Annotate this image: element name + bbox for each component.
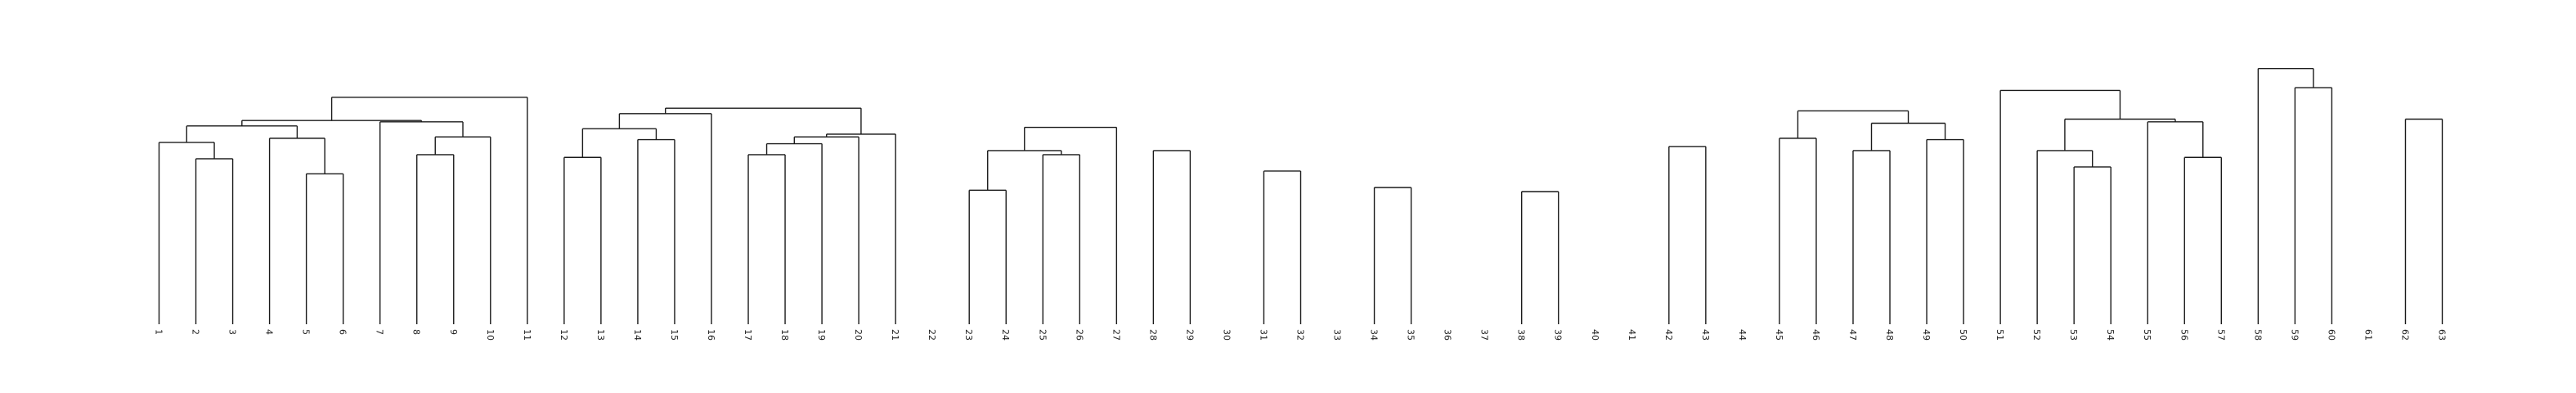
leaf-label-40: 40 [1590, 329, 1600, 341]
leaf-label-16: 16 [706, 329, 716, 341]
leaf-label-36: 36 [1443, 329, 1453, 341]
leaf-label-54: 54 [2105, 329, 2116, 341]
leaf-label-30: 30 [1221, 329, 1232, 341]
leaf-label-3: 3 [227, 329, 238, 335]
leaf-label-56: 56 [2179, 329, 2189, 341]
leaf-label-49: 49 [1921, 329, 1932, 341]
leaf-label-50: 50 [1958, 329, 1968, 341]
leaf-label-24: 24 [1000, 329, 1011, 341]
leaf-label-9: 9 [448, 329, 459, 335]
leaf-label-41: 41 [1627, 329, 1637, 341]
leaf-label-34: 34 [1369, 329, 1380, 341]
leaf-label-8: 8 [411, 329, 422, 335]
dendrogram-links [158, 68, 2444, 324]
leaf-label-39: 39 [1553, 329, 1564, 341]
leaf-label-61: 61 [2363, 329, 2373, 341]
leaf-label-32: 32 [1295, 329, 1306, 341]
leaf-label-2: 2 [191, 329, 201, 335]
leaf-label-15: 15 [669, 329, 680, 341]
leaf-label-44: 44 [1737, 329, 1748, 341]
leaf-label-1: 1 [154, 329, 164, 335]
leaf-label-59: 59 [2289, 329, 2300, 341]
leaf-label-11: 11 [522, 329, 532, 341]
leaf-label-13: 13 [595, 329, 606, 341]
leaf-label-20: 20 [853, 329, 864, 341]
leaf-label-4: 4 [264, 329, 275, 335]
leaf-label-37: 37 [1479, 329, 1490, 341]
leaf-label-46: 46 [1811, 329, 1821, 341]
leaf-label-43: 43 [1700, 329, 1711, 341]
leaf-label-31: 31 [1258, 329, 1268, 341]
leaf-label-29: 29 [1184, 329, 1195, 341]
leaf-label-17: 17 [743, 329, 753, 341]
leaf-label-63: 63 [2437, 329, 2448, 341]
leaf-label-62: 62 [2399, 329, 2410, 341]
leaf-label-52: 52 [2031, 329, 2042, 341]
leaf-label-28: 28 [1147, 329, 1158, 341]
leaf-label-38: 38 [1516, 329, 1527, 341]
leaf-label-25: 25 [1037, 329, 1048, 341]
leaf-label-22: 22 [927, 329, 937, 341]
leaf-label-27: 27 [1111, 329, 1121, 341]
leaf-label-35: 35 [1406, 329, 1416, 341]
leaf-label-45: 45 [1774, 329, 1784, 341]
leaf-label-5: 5 [301, 329, 312, 335]
leaf-label-51: 51 [1995, 329, 2005, 341]
leaf-labels: 1 2 3 4 5 6 7 8 9 10 11 12 13 14 15 16 17 18 19 20 21 22 23 24 2… [154, 329, 2448, 341]
leaf-label-53: 53 [2068, 329, 2079, 341]
leaf-label-12: 12 [559, 329, 569, 341]
leaf-label-48: 48 [1884, 329, 1895, 341]
leaf-label-47: 47 [1847, 329, 1858, 341]
leaf-label-55: 55 [2142, 329, 2152, 341]
leaf-label-14: 14 [632, 329, 643, 341]
leaf-label-7: 7 [375, 329, 385, 335]
leaf-label-60: 60 [2326, 329, 2336, 341]
leaf-label-33: 33 [1332, 329, 1343, 341]
leaf-label-42: 42 [1663, 329, 1674, 341]
leaf-label-23: 23 [963, 329, 974, 341]
leaf-label-10: 10 [485, 329, 496, 341]
leaf-label-19: 19 [816, 329, 827, 341]
leaf-label-6: 6 [338, 329, 348, 335]
leaf-label-58: 58 [2252, 329, 2263, 341]
leaf-label-21: 21 [890, 329, 900, 341]
leaf-label-18: 18 [779, 329, 790, 341]
leaf-label-26: 26 [1074, 329, 1084, 341]
leaf-label-57: 57 [2215, 329, 2226, 341]
